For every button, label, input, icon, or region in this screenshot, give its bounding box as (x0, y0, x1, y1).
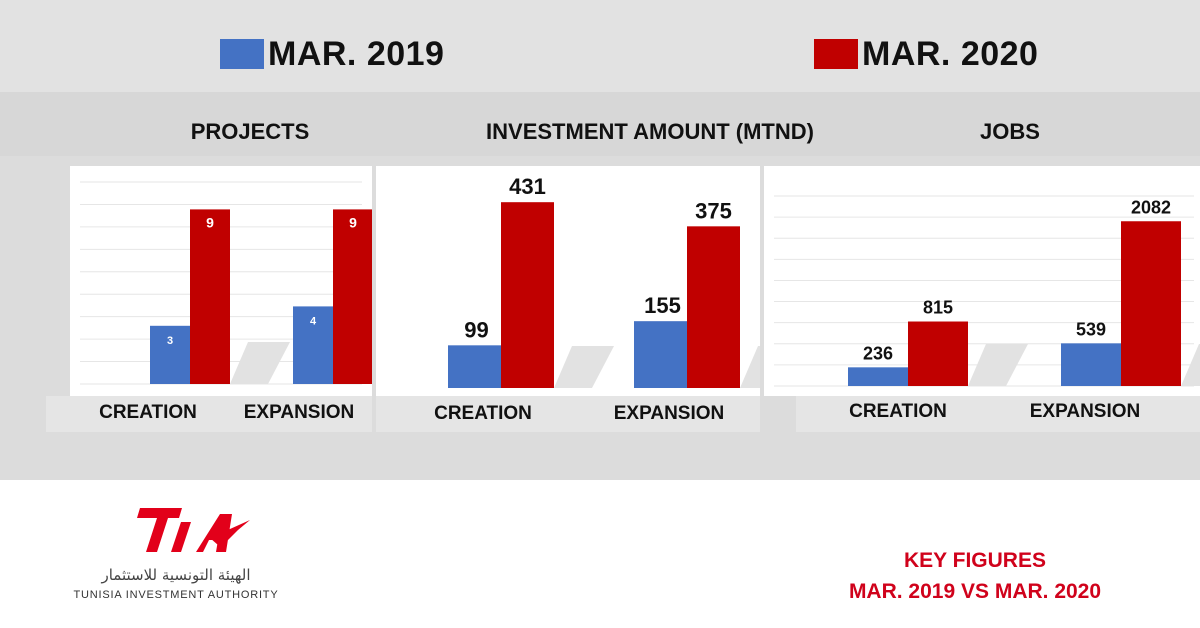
chart-title-investment: INVESTMENT AMOUNT (MTND) (486, 119, 814, 144)
bar-chart-svg: 236 815 539 2082 (774, 195, 1200, 387)
data-label: 375 (695, 198, 732, 223)
data-label: 815 (923, 298, 953, 318)
category-label-creation: CREATION (99, 402, 197, 423)
bar-mar-2020 (190, 209, 230, 384)
category-label-expansion: EXPANSION (613, 403, 725, 424)
footer-title: KEY FIGURES (904, 549, 1046, 572)
bar-shadow (1181, 344, 1200, 386)
chart-panel-projects: 3 9 4 9 (70, 166, 372, 396)
bar-mar-2019 (293, 306, 333, 384)
data-label: 155 (644, 293, 681, 318)
data-label: 236 (863, 343, 893, 363)
category-strip (376, 396, 760, 432)
bar-chart-svg: 99 431 155 375 (448, 174, 760, 388)
category-label-expansion: EXPANSION (243, 402, 355, 423)
bar-shadow (554, 346, 614, 388)
logo-arabic-name: الهيئة التونسية للاستثمار (101, 566, 251, 584)
data-label: 2082 (1131, 197, 1171, 217)
legend-swatch-blue (220, 39, 264, 69)
category-label-creation: CREATION (434, 403, 532, 424)
legend-band (0, 0, 1200, 92)
legend-item-mar-2019: MAR. 2019 (220, 34, 444, 74)
bar-mar-2020 (908, 321, 968, 386)
data-label: 431 (509, 174, 546, 199)
footer-subtitle: MAR. 2019 VS MAR. 2020 (848, 580, 1102, 603)
data-label: 9 (349, 214, 357, 230)
bar-mar-2019 (448, 345, 501, 388)
chart-title-projects: PROJECTS (190, 119, 310, 144)
chart-panel-investment: 99 431 155 375 (376, 166, 760, 396)
bar-shadow (740, 346, 760, 388)
chart-title-jobs: JOBS (980, 119, 1040, 144)
legend-item-mar-2020: MAR. 2020 (814, 34, 1038, 74)
legend-label: MAR. 2020 (862, 34, 1039, 73)
logo-english-name: TUNISIA INVESTMENT AUTHORITY (73, 589, 279, 601)
data-label: 539 (1076, 319, 1106, 339)
bar-mar-2019 (634, 321, 687, 388)
legend-label: MAR. 2019 (268, 34, 445, 73)
bar-mar-2020 (1121, 221, 1181, 386)
bar-shadow (968, 344, 1028, 386)
titles-band (0, 92, 1200, 156)
bar-mar-2019 (848, 367, 908, 386)
bar-mar-2020 (501, 202, 554, 388)
category-label-expansion: EXPANSION (1029, 401, 1141, 422)
data-label: 9 (206, 214, 214, 230)
category-label-creation: CREATION (849, 401, 947, 422)
tia-logo-mark (137, 508, 250, 552)
bar-chart-svg: 3 9 4 9 (80, 181, 372, 385)
data-label: 99 (464, 317, 488, 342)
category-strip (796, 396, 1200, 432)
data-label: 4 (310, 315, 317, 327)
category-strip (46, 396, 372, 432)
bar-shadow (230, 342, 290, 384)
bar-mar-2020 (687, 226, 740, 388)
bar-mar-2019 (1061, 343, 1121, 386)
bar-mar-2020 (333, 209, 372, 384)
chart-panel-jobs: 236 815 539 2082 (764, 166, 1200, 396)
legend-swatch-red (814, 39, 858, 69)
data-label: 3 (167, 335, 173, 347)
tia-logo (137, 508, 250, 552)
bar-mar-2019 (150, 325, 190, 384)
